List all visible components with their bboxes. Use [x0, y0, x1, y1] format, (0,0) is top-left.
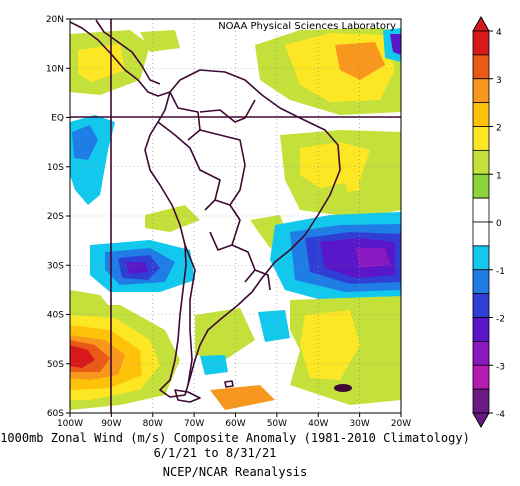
field-midlat-green-center [195, 308, 255, 360]
colorbar-label: -3 [496, 362, 505, 372]
colorbar-swatch [472, 317, 490, 342]
colorbar-swatch [472, 388, 490, 414]
coastline-tierra-del-fuego [174, 389, 201, 403]
lon-tick-label: 90W [101, 419, 121, 429]
colorbar-label: -1 [496, 267, 505, 277]
lon-tick-label: 80W [143, 419, 163, 429]
latitude-axis: 20N 10N EQ 10S 20S 30S 40S 50S 60S [46, 15, 70, 419]
field-sw-red [70, 345, 95, 368]
colorbar-swatch [472, 149, 490, 175]
field-south-cyan-spot [200, 355, 228, 375]
colorbar-swatch [472, 30, 490, 56]
field-north-atlantic-orange [335, 42, 385, 80]
colorbar-swatch [472, 102, 490, 127]
colorbar: 4 3 2 1 0 -1 -2 -3 -4 [472, 15, 505, 429]
lat-tick-label: 20S [47, 212, 64, 222]
field-eq-pacific-stronger [72, 125, 98, 160]
border-bolivia [209, 199, 241, 251]
lon-tick-label: 50W [267, 419, 287, 429]
colorbar-label: 0 [496, 219, 502, 229]
colorbar-swatch [472, 78, 490, 104]
colorbar-swatch [472, 221, 490, 247]
lat-tick-label: EQ [51, 114, 64, 124]
colorbar-label: -4 [496, 410, 505, 420]
field-atlantic-low-magenta [355, 248, 390, 268]
colorbar-label: 3 [496, 76, 502, 86]
lon-tick-label: 60W [225, 419, 245, 429]
field-midlat-cyan-spot [258, 310, 290, 342]
field-spot-dark [334, 384, 352, 392]
anomaly-field [70, 19, 401, 413]
lon-tick-label: 40W [308, 419, 328, 429]
coastline-south-america [144, 69, 341, 398]
colorbar-swatch [472, 173, 490, 199]
border-paraguay [231, 244, 256, 283]
colorbar-label: 1 [496, 171, 502, 181]
lon-tick-label: 100W [57, 419, 83, 429]
lat-tick-label: 60S [47, 409, 64, 419]
border-brazil-west [199, 129, 246, 206]
lat-tick-label: 30S [47, 261, 64, 271]
colorbar-swatch [472, 245, 490, 271]
caption-date-range: 6/1/21 to 8/31/21 [153, 446, 277, 460]
lon-tick-label: 30W [349, 419, 369, 429]
field-ne-purple [390, 34, 401, 55]
field-caribbean-stronger [78, 44, 125, 82]
lat-tick-label: 50S [47, 360, 64, 370]
colorbar-bottom-arrow [472, 412, 490, 429]
border-argentina-chile [184, 244, 196, 386]
longitude-axis: 100W 90W 80W 70W 60W 50W 40W 30W 20W [57, 413, 411, 429]
colorbar-label: 2 [496, 124, 502, 134]
lon-tick-label: 70W [184, 419, 204, 429]
colorbar-swatch [472, 269, 490, 295]
field-south-orange [210, 385, 275, 410]
colorbar-swatch [472, 364, 490, 390]
coastline-central-america [70, 21, 171, 97]
lat-tick-label: 20N [46, 15, 64, 25]
coastline-falklands [224, 380, 234, 388]
field-south-atlantic-spot [345, 176, 360, 192]
colorbar-label: 4 [496, 28, 502, 38]
caption-source: NCEP/NCAR Reanalysis [162, 465, 308, 479]
colorbar-top-arrow [472, 15, 490, 32]
border-uruguay [254, 269, 271, 291]
field-south-america-green [145, 205, 200, 232]
colorbar-swatch [472, 126, 490, 151]
colorbar-swatch [472, 54, 490, 80]
lon-tick-label: 20W [391, 419, 411, 429]
lat-tick-label: 10S [47, 163, 64, 173]
border-venezuela [199, 99, 256, 123]
coastline-caribbean [95, 19, 161, 85]
caption-title: 1000mb Zonal Wind (m/s) Composite Anomal… [0, 431, 470, 445]
lat-tick-label: 10N [46, 64, 64, 74]
colorbar-swatch [472, 197, 490, 223]
border-colombia [169, 91, 201, 141]
lat-tick-label: 40S [47, 311, 64, 321]
field-south-atlantic-yellow [300, 142, 370, 188]
colorbar-label: -2 [496, 315, 505, 325]
credit-label: NOAA Physical Sciences Laboratory [218, 21, 396, 32]
colorbar-swatch [472, 293, 490, 318]
colorbar-swatch [472, 340, 490, 366]
field-midlat-yellow-east [300, 310, 360, 380]
coastlines [70, 19, 341, 403]
field-nw-green [140, 30, 180, 52]
